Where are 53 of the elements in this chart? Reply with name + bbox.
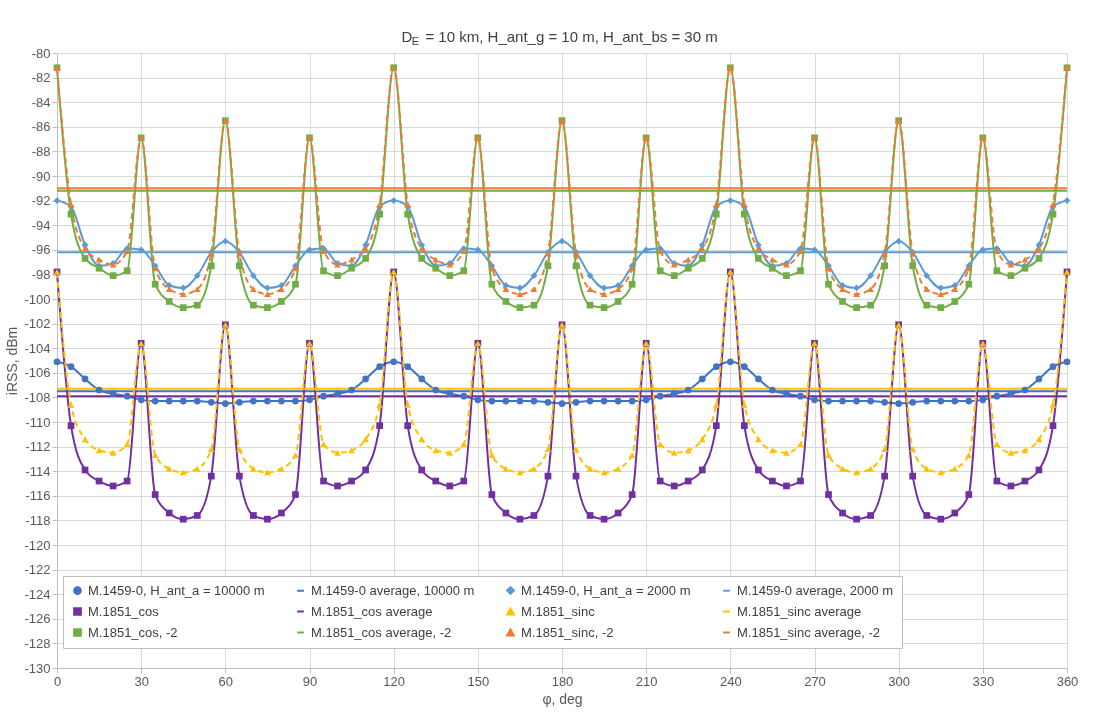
legend-label: M.1851_cos: [88, 603, 160, 619]
x-tick-label: 150: [467, 673, 490, 689]
y-tick-label: -114: [25, 463, 51, 479]
y-tick-label: -120: [24, 537, 51, 553]
legend-label: M.1851_sinc, -2: [521, 624, 614, 640]
y-tick-label: -94: [31, 217, 51, 233]
legend-label: M.1851_cos average, -2: [311, 624, 452, 640]
legend-label: M.1459-0, H_ant_a = 2000 m: [521, 582, 691, 598]
legend-label: M.1851_cos, -2: [88, 624, 178, 640]
y-tick-label: -116: [25, 488, 51, 504]
y-tick-label: -86: [31, 119, 51, 135]
legend-label: M.1851_sinc average: [737, 603, 862, 619]
y-tick-label: -90: [31, 168, 51, 184]
y-tick-label: -126: [24, 611, 51, 627]
x-tick-label: 90: [302, 673, 318, 689]
x-tick-label: 120: [383, 673, 406, 689]
y-tick-label: -124: [24, 586, 51, 602]
x-tick-label: 300: [888, 673, 911, 689]
y-tick-label: -110: [25, 414, 51, 430]
x-tick-label: 360: [1056, 673, 1079, 689]
x-tick-label: 180: [551, 673, 574, 689]
y-tick-label: -122: [24, 562, 51, 578]
legend-label: M.1459-0, H_ant_a = 10000 m: [88, 582, 265, 598]
legend-label: M.1851_sinc average, -2: [737, 624, 881, 640]
x-axis-title: φ, deg: [542, 690, 583, 707]
x-tick-label: 0: [53, 673, 62, 689]
y-tick-label: -82: [31, 70, 51, 86]
legend-label: M.1851_sinc: [521, 603, 596, 619]
y-tick-label: -104: [24, 340, 51, 356]
y-tick-label: -108: [24, 389, 51, 405]
x-tick-label: 330: [972, 673, 995, 689]
y-tick-label: -128: [24, 635, 51, 651]
y-tick-label: -102: [24, 316, 51, 332]
y-tick-label: -118: [25, 512, 51, 528]
x-tick-label: 240: [719, 673, 742, 689]
x-tick-label: 30: [134, 673, 149, 689]
y-tick-label: -88: [31, 143, 51, 159]
y-tick-label: -100: [24, 291, 51, 307]
x-tick-label: 270: [804, 673, 826, 689]
y-tick-label: -130: [24, 660, 51, 676]
y-tick-label: -84: [31, 94, 51, 110]
legend-label: M.1459-0 average, 10000 m: [311, 582, 475, 598]
legend-label: M.1851_cos average: [311, 603, 433, 619]
y-tick-label: -112: [25, 439, 51, 455]
y-tick-label: -98: [31, 266, 51, 282]
x-tick-label: 210: [635, 673, 658, 689]
y-tick-label: -80: [31, 45, 51, 61]
y-tick-label: -96: [31, 242, 51, 258]
y-axis-title: iRSS, dBm: [4, 326, 21, 396]
x-tick-label: 60: [218, 673, 234, 689]
legend-label: M.1459-0 average, 2000 m: [737, 582, 894, 598]
y-tick-label: -92: [31, 193, 51, 209]
y-tick-label: -106: [24, 365, 51, 381]
